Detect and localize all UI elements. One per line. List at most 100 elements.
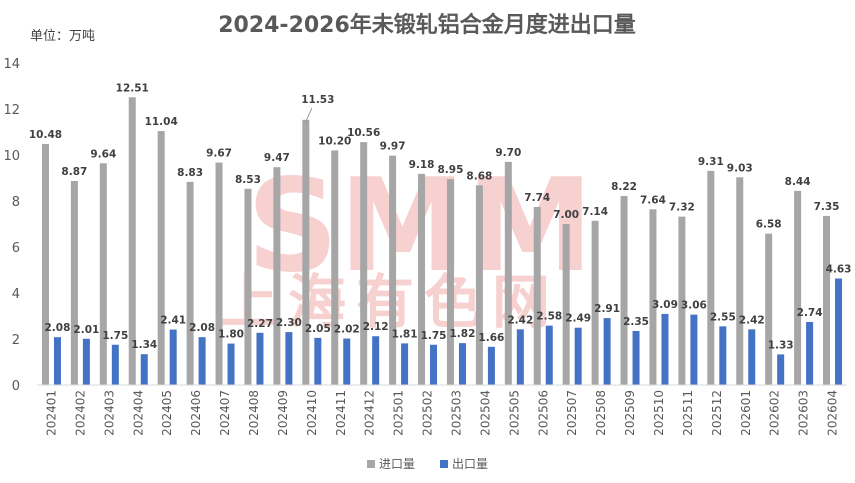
data-label-import: 12.51 — [116, 82, 149, 94]
x-tick-label: 202504 — [478, 390, 492, 436]
data-label-import: 8.95 — [438, 164, 464, 176]
bar-import — [70, 180, 78, 385]
bar-export — [256, 332, 264, 385]
y-axis: 0 2 4 6 8 10 12 14 — [3, 57, 20, 394]
data-label-import: 7.74 — [524, 192, 550, 204]
bar-export — [111, 344, 119, 385]
data-label-export: 2.91 — [594, 303, 620, 315]
data-label-export: 2.49 — [565, 313, 591, 325]
bar-export — [343, 338, 351, 385]
bar-import — [418, 173, 426, 385]
x-tick-label: 202411 — [334, 390, 348, 436]
x-tick-label: 202511 — [681, 390, 695, 436]
bar-import — [504, 161, 512, 385]
bar-import — [649, 209, 657, 385]
x-tick-label: 202505 — [507, 390, 521, 436]
bar-export — [430, 344, 438, 385]
data-label-import: 8.87 — [61, 166, 87, 178]
bar-export — [777, 354, 785, 385]
data-label-import: 8.83 — [177, 167, 203, 179]
data-label-import: 9.18 — [409, 159, 435, 171]
bar-export — [632, 330, 640, 385]
data-label-import: 9.03 — [727, 162, 753, 174]
bar-export — [458, 343, 466, 385]
data-label-export: 2.58 — [536, 311, 562, 323]
bar-import — [620, 195, 628, 385]
data-label-export: 4.63 — [826, 264, 852, 276]
x-tick-label: 202401 — [44, 390, 58, 436]
data-label-import: 7.14 — [582, 206, 608, 218]
x-tick-label: 202403 — [102, 390, 116, 436]
x-tick-label: 202404 — [131, 390, 145, 436]
data-label-import: 8.53 — [235, 174, 261, 186]
data-label-import: 10.20 — [318, 135, 351, 147]
bar-export — [140, 354, 148, 385]
y-tick-label: 4 — [12, 287, 20, 302]
data-label-import: 7.32 — [669, 202, 695, 214]
data-label-export: 2.74 — [797, 307, 823, 319]
x-tick-label: 202508 — [594, 390, 608, 436]
data-label-export: 2.01 — [73, 324, 99, 336]
data-label-import: 10.56 — [347, 127, 380, 139]
data-label-import: 11.04 — [145, 116, 178, 128]
y-tick-label: 2 — [12, 333, 20, 348]
bar-export — [545, 325, 553, 385]
x-tick-label: 202604 — [826, 390, 840, 436]
x-tick-label: 202502 — [421, 390, 435, 436]
leader-line — [305, 107, 313, 122]
x-tick-label: 202603 — [797, 390, 811, 436]
data-label-import: 7.00 — [553, 209, 579, 221]
bar-import — [273, 167, 281, 385]
bar-import — [823, 215, 831, 385]
data-label-export: 2.27 — [247, 318, 273, 330]
bar-import — [533, 206, 541, 385]
bar-import — [794, 190, 802, 385]
data-label-export: 1.75 — [421, 330, 447, 342]
x-tick-label: 202512 — [710, 390, 724, 436]
legend: 进口量 出口量 — [367, 457, 488, 471]
data-label-export: 2.42 — [739, 314, 765, 326]
bar-export — [82, 338, 90, 385]
bar-import — [707, 170, 715, 385]
data-label-export: 2.35 — [623, 316, 649, 328]
data-label-import: 9.47 — [264, 152, 290, 164]
x-tick-label: 202406 — [189, 390, 203, 436]
bar-export — [661, 313, 669, 385]
data-label-import: 9.97 — [380, 141, 406, 153]
data-label-import: 10.48 — [29, 129, 62, 141]
data-label-export: 2.41 — [160, 315, 186, 327]
x-tick-label: 202412 — [363, 390, 377, 436]
bar-export — [719, 326, 727, 385]
data-label-import: 9.70 — [495, 147, 521, 159]
data-label-import: 7.35 — [814, 201, 840, 213]
y-tick-label: 10 — [3, 149, 20, 164]
bar-export — [372, 336, 380, 385]
data-label-export: 2.08 — [189, 322, 215, 334]
data-label-import: 9.67 — [206, 148, 232, 160]
x-tick-label: 202405 — [160, 390, 174, 436]
bars — [41, 97, 843, 386]
data-label-export: 1.81 — [392, 328, 418, 340]
bar-import — [678, 216, 686, 385]
bar-import — [157, 131, 165, 385]
data-label-export: 1.75 — [102, 330, 128, 342]
legend-label-import: 进口量 — [379, 457, 415, 471]
bar-export — [516, 329, 524, 385]
y-tick-label: 0 — [12, 379, 20, 394]
data-label-export: 1.33 — [768, 339, 794, 351]
bar-import — [128, 97, 136, 386]
x-tick-label: 202410 — [305, 390, 319, 436]
data-label-import: 8.22 — [611, 181, 637, 193]
x-tick-label: 202601 — [739, 390, 753, 436]
data-label-export: 3.09 — [652, 299, 678, 311]
data-labels: 10.48 2.08 8.87 2.01 9.64 1.75 12.51 1.34 11.04 2… — [29, 82, 852, 351]
x-tick-label: 202402 — [73, 390, 87, 436]
bar-export — [690, 314, 698, 385]
bar-import — [99, 163, 107, 385]
data-label-import: 9.64 — [90, 148, 116, 160]
x-tick-label: 202509 — [623, 390, 637, 436]
bar-export — [53, 337, 61, 385]
bar-export — [574, 327, 582, 385]
data-label-export: 2.08 — [45, 322, 71, 334]
